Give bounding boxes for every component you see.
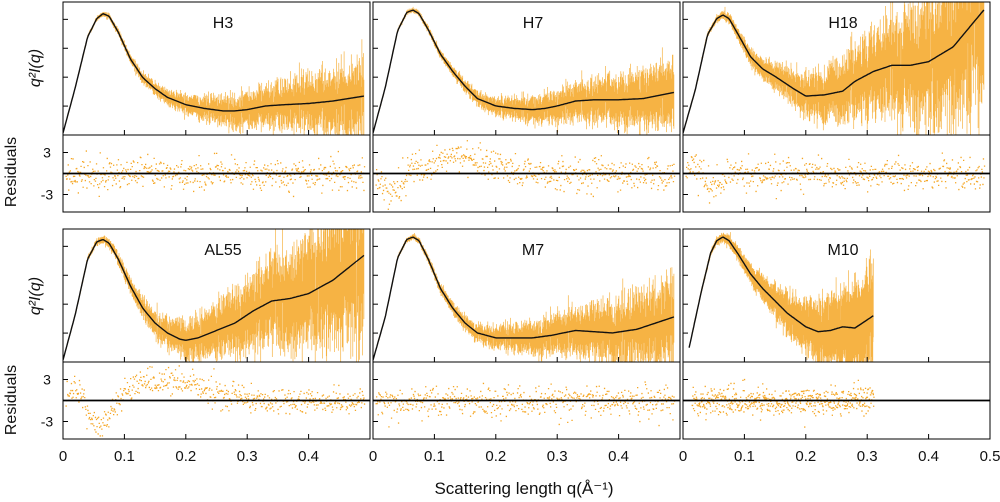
residual-points-h7: [375, 140, 676, 210]
panel-frame-al55: [62, 228, 371, 440]
panels-layer: H3 3 -3 H7 H18 AL55 3 -3 0 0.1 0.2 0.3 0.4 M7 0 0.1 0.2 0…: [41, 1, 1000, 465]
panel-h3: H3 3 -3: [41, 1, 371, 213]
x-tick-label: 0.3: [237, 448, 258, 465]
y-label-top-row2: q²I(q): [27, 277, 44, 315]
residual-tick-label: -3: [41, 414, 54, 430]
x-tick-label: 0.1: [114, 448, 135, 465]
x-tick-label: 0.4: [918, 448, 939, 465]
panel-frame-m10: [682, 228, 991, 440]
panel-label-h18: H18: [828, 15, 857, 32]
x-tick-label: 0.2: [795, 448, 816, 465]
panel-label-al55: AL55: [204, 242, 241, 259]
x-tick-label: 0: [679, 448, 687, 465]
residual-tick-label: -3: [41, 187, 54, 203]
x-tick-label: 0.3: [857, 448, 878, 465]
panel-al55: AL55 3 -3 0 0.1 0.2 0.3 0.4: [41, 228, 371, 465]
ticks-m7: [372, 245, 681, 439]
panel-label-m10: M10: [827, 242, 858, 259]
ticks-h18: [682, 18, 991, 212]
panel-label-h7: H7: [523, 15, 544, 32]
x-tick-label: 0.5: [980, 448, 1000, 465]
panel-h7: H7: [372, 1, 681, 213]
panel-label-m7: M7: [522, 242, 544, 259]
panel-h18: H18: [682, 1, 991, 213]
panel-m10: M10 0 0.1 0.2 0.3 0.4 0.5: [679, 228, 1000, 465]
ticks-h3: [62, 18, 371, 212]
x-tick-label: 0.3: [547, 448, 568, 465]
fit-curve-m10: [688, 236, 874, 348]
fit-curve-m7: [373, 236, 675, 361]
panel-frame-h7: [372, 1, 681, 213]
x-tick-label: 0.2: [175, 448, 196, 465]
x-tick-label: 0.2: [485, 448, 506, 465]
residual-points-m7: [375, 381, 676, 428]
y-label-top-row1: q²I(q): [27, 49, 44, 87]
residual-tick-label: 3: [43, 372, 51, 388]
x-tick-label: 0: [369, 448, 377, 465]
x-tick-label: 0: [59, 448, 67, 465]
x-tick-label: 0.1: [424, 448, 445, 465]
y-label-residuals-row2: Residuals: [3, 365, 20, 435]
ticks-h7: [372, 18, 681, 212]
fit-curve-h3: [63, 13, 365, 134]
x-tick-label: 0.4: [608, 448, 629, 465]
panel-frame-h3: [62, 1, 371, 213]
ticks-al55: [62, 245, 371, 439]
residual-points-h18: [685, 152, 986, 204]
ticks-m10: [682, 245, 991, 439]
x-tick-label: 0.1: [734, 448, 755, 465]
x-tick-label: 0.4: [298, 448, 319, 465]
panel-frame-m7: [372, 228, 681, 440]
y-label-residuals-row1: Residuals: [3, 137, 20, 207]
x-axis-label: Scattering length q(Å⁻¹): [434, 479, 613, 498]
panel-label-h3: H3: [213, 15, 234, 32]
panel-m7: M7 0 0.1 0.2 0.3 0.4: [369, 228, 681, 465]
panel-frame-h18: [682, 1, 991, 213]
residual-tick-label: 3: [43, 145, 51, 161]
fit-curve-h7: [373, 9, 675, 134]
fit-curve-h18: [683, 9, 985, 134]
fit-curve-al55: [63, 238, 365, 361]
residual-points-m10: [691, 378, 875, 428]
